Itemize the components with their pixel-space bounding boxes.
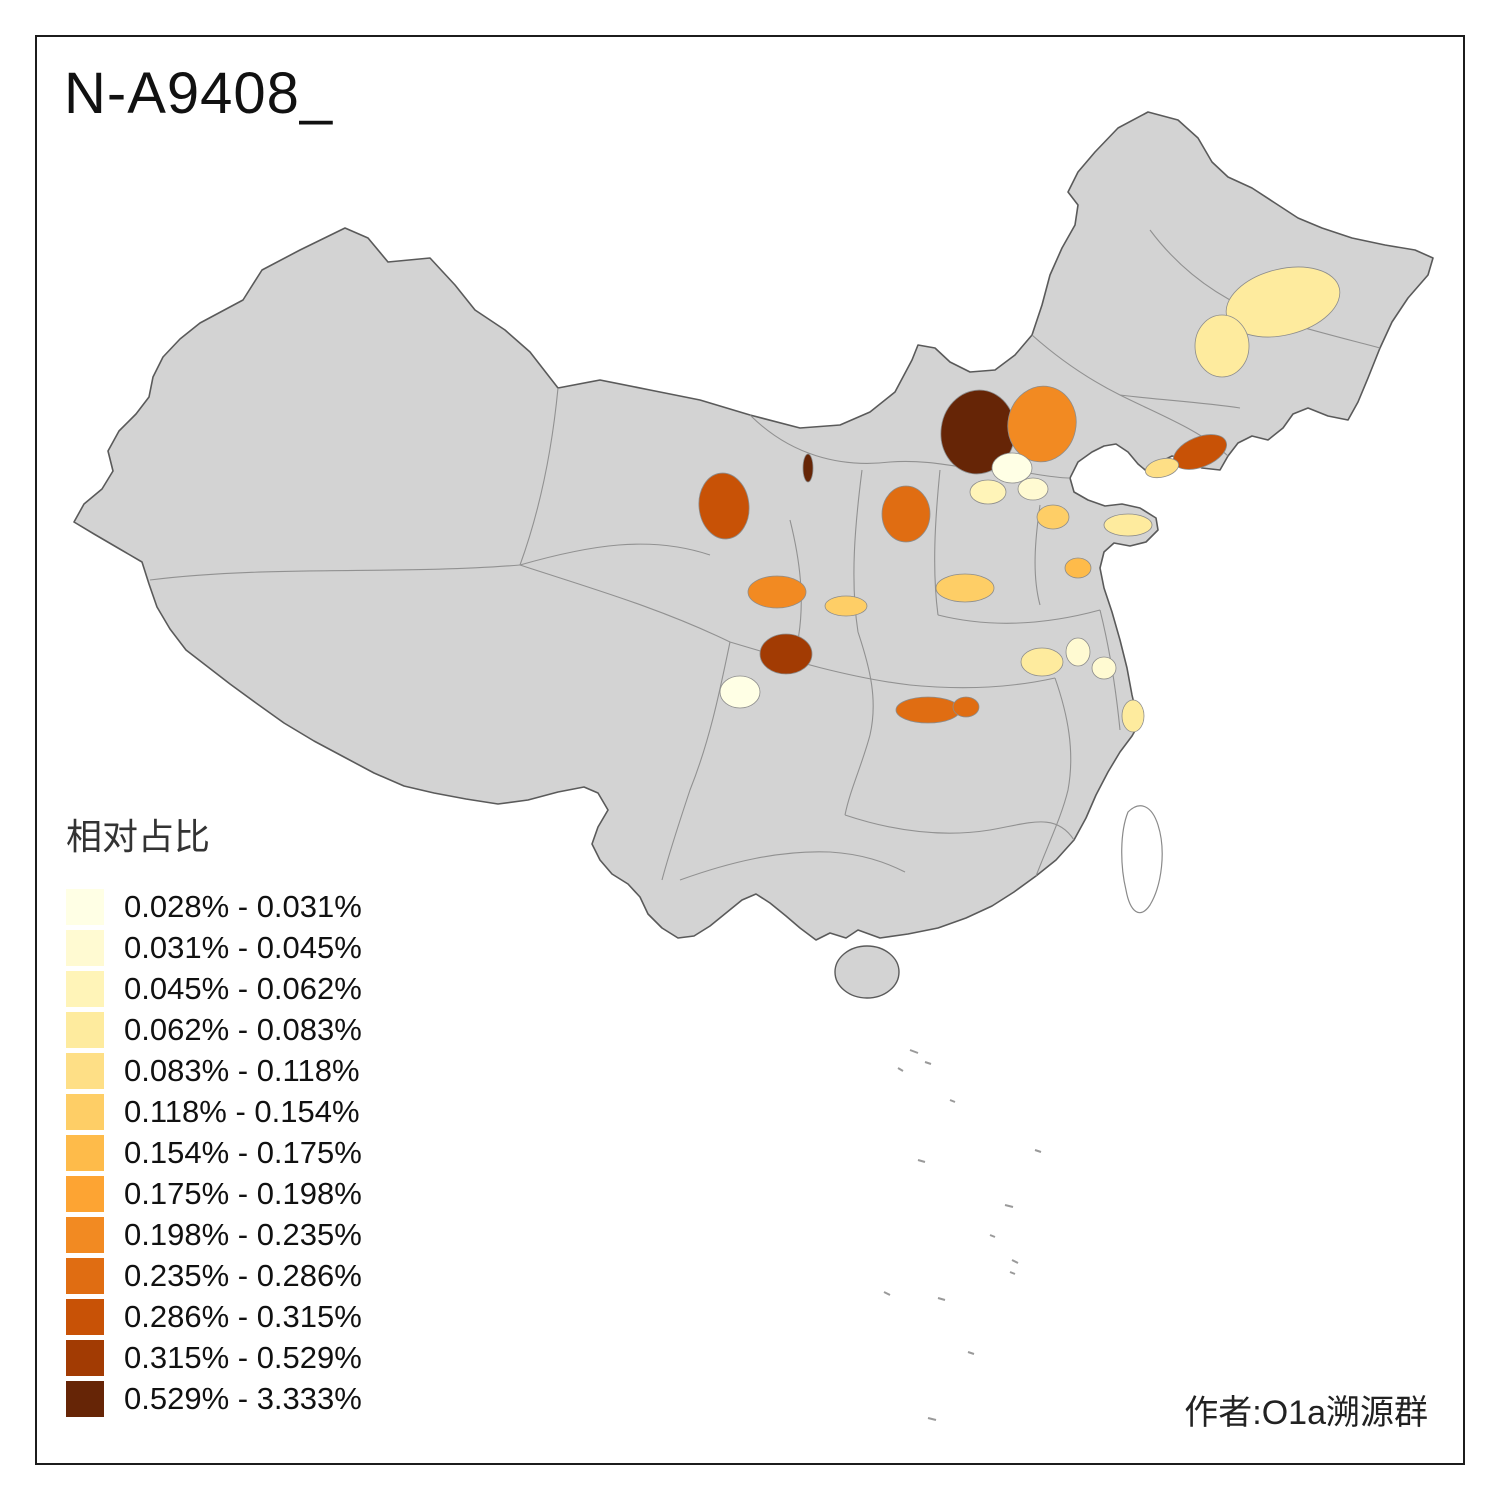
mainland-outline xyxy=(73,111,1434,941)
legend-label: 0.028% - 0.031% xyxy=(124,888,362,924)
map-region xyxy=(698,472,750,540)
legend-swatch xyxy=(66,1216,104,1253)
legend-label: 0.031% - 0.045% xyxy=(124,929,362,965)
map-region xyxy=(1064,557,1092,579)
map-region xyxy=(935,573,995,603)
legend-item: 0.083% - 0.118% xyxy=(66,1050,362,1091)
map-region xyxy=(719,675,761,709)
legend-swatch xyxy=(66,929,104,966)
legend-label: 0.062% - 0.083% xyxy=(124,1011,362,1047)
map-region xyxy=(1036,504,1070,530)
legend-item: 0.045% - 0.062% xyxy=(66,968,362,1009)
legend-item: 0.031% - 0.045% xyxy=(66,927,362,968)
legend-item: 0.315% - 0.529% xyxy=(66,1337,362,1378)
legend-swatch xyxy=(66,1257,104,1294)
legend-label: 0.529% - 3.333% xyxy=(124,1380,362,1416)
map-region xyxy=(1007,385,1077,463)
legend-item: 0.062% - 0.083% xyxy=(66,1009,362,1050)
map-region xyxy=(1144,457,1180,479)
page-title: N-A9408_ xyxy=(64,61,334,126)
map-region xyxy=(895,696,961,724)
legend-label: 0.083% - 0.118% xyxy=(124,1052,360,1088)
legend-label: 0.286% - 0.315% xyxy=(124,1298,362,1334)
map-region xyxy=(969,479,1007,505)
taiwan-island xyxy=(1121,805,1163,914)
map-region xyxy=(759,633,813,675)
map-region xyxy=(952,696,980,718)
legend: 相对占比 0.028% - 0.031% 0.031% - 0.045% 0.045… xyxy=(66,808,362,1419)
legend-item: 0.529% - 3.333% xyxy=(66,1378,362,1419)
legend-label: 0.118% - 0.154% xyxy=(124,1093,360,1129)
legend-label: 0.175% - 0.198% xyxy=(124,1175,362,1211)
legend-item: 0.118% - 0.154% xyxy=(66,1091,362,1132)
choropleth-regions xyxy=(698,266,1341,733)
legend-swatch xyxy=(66,1134,104,1171)
map-region xyxy=(1017,477,1049,501)
legend-swatch xyxy=(66,1011,104,1048)
map-region xyxy=(824,595,868,617)
legend-swatch xyxy=(66,1052,104,1089)
map-region xyxy=(1103,513,1153,537)
legend-item: 0.154% - 0.175% xyxy=(66,1132,362,1173)
legend-item: 0.286% - 0.315% xyxy=(66,1296,362,1337)
map-region xyxy=(1065,637,1091,667)
attribution: 作者:O1a溯源群 xyxy=(1184,1394,1428,1432)
legend-label: 0.198% - 0.235% xyxy=(124,1216,362,1252)
legend-item: 0.198% - 0.235% xyxy=(66,1214,362,1255)
hainan-island xyxy=(834,945,900,999)
south-sea-islets xyxy=(883,1049,1042,1421)
map-region xyxy=(1091,656,1117,680)
legend-label: 0.154% - 0.175% xyxy=(124,1134,362,1170)
legend-swatch xyxy=(66,1093,104,1130)
map-region xyxy=(1020,647,1064,677)
legend-swatch xyxy=(66,970,104,1007)
map-region xyxy=(747,575,807,609)
legend-items: 0.028% - 0.031% 0.031% - 0.045% 0.045% - 0… xyxy=(66,886,362,1419)
legend-swatch xyxy=(66,1175,104,1212)
legend-swatch xyxy=(66,1298,104,1335)
map-region xyxy=(1194,314,1250,378)
legend-item: 0.235% - 0.286% xyxy=(66,1255,362,1296)
legend-swatch xyxy=(66,1380,104,1417)
legend-label: 0.315% - 0.529% xyxy=(124,1339,362,1375)
legend-swatch xyxy=(66,1339,104,1376)
map-region xyxy=(881,485,931,543)
map-region xyxy=(991,452,1033,484)
legend-swatch xyxy=(66,888,104,925)
legend-item: 0.028% - 0.031% xyxy=(66,886,362,927)
islands xyxy=(834,805,1163,999)
map-region xyxy=(802,453,814,483)
legend-label: 0.045% - 0.062% xyxy=(124,970,362,1006)
legend-item: 0.175% - 0.198% xyxy=(66,1173,362,1214)
legend-title: 相对占比 xyxy=(66,816,211,857)
map-region xyxy=(1121,699,1145,733)
legend-label: 0.235% - 0.286% xyxy=(124,1257,362,1293)
